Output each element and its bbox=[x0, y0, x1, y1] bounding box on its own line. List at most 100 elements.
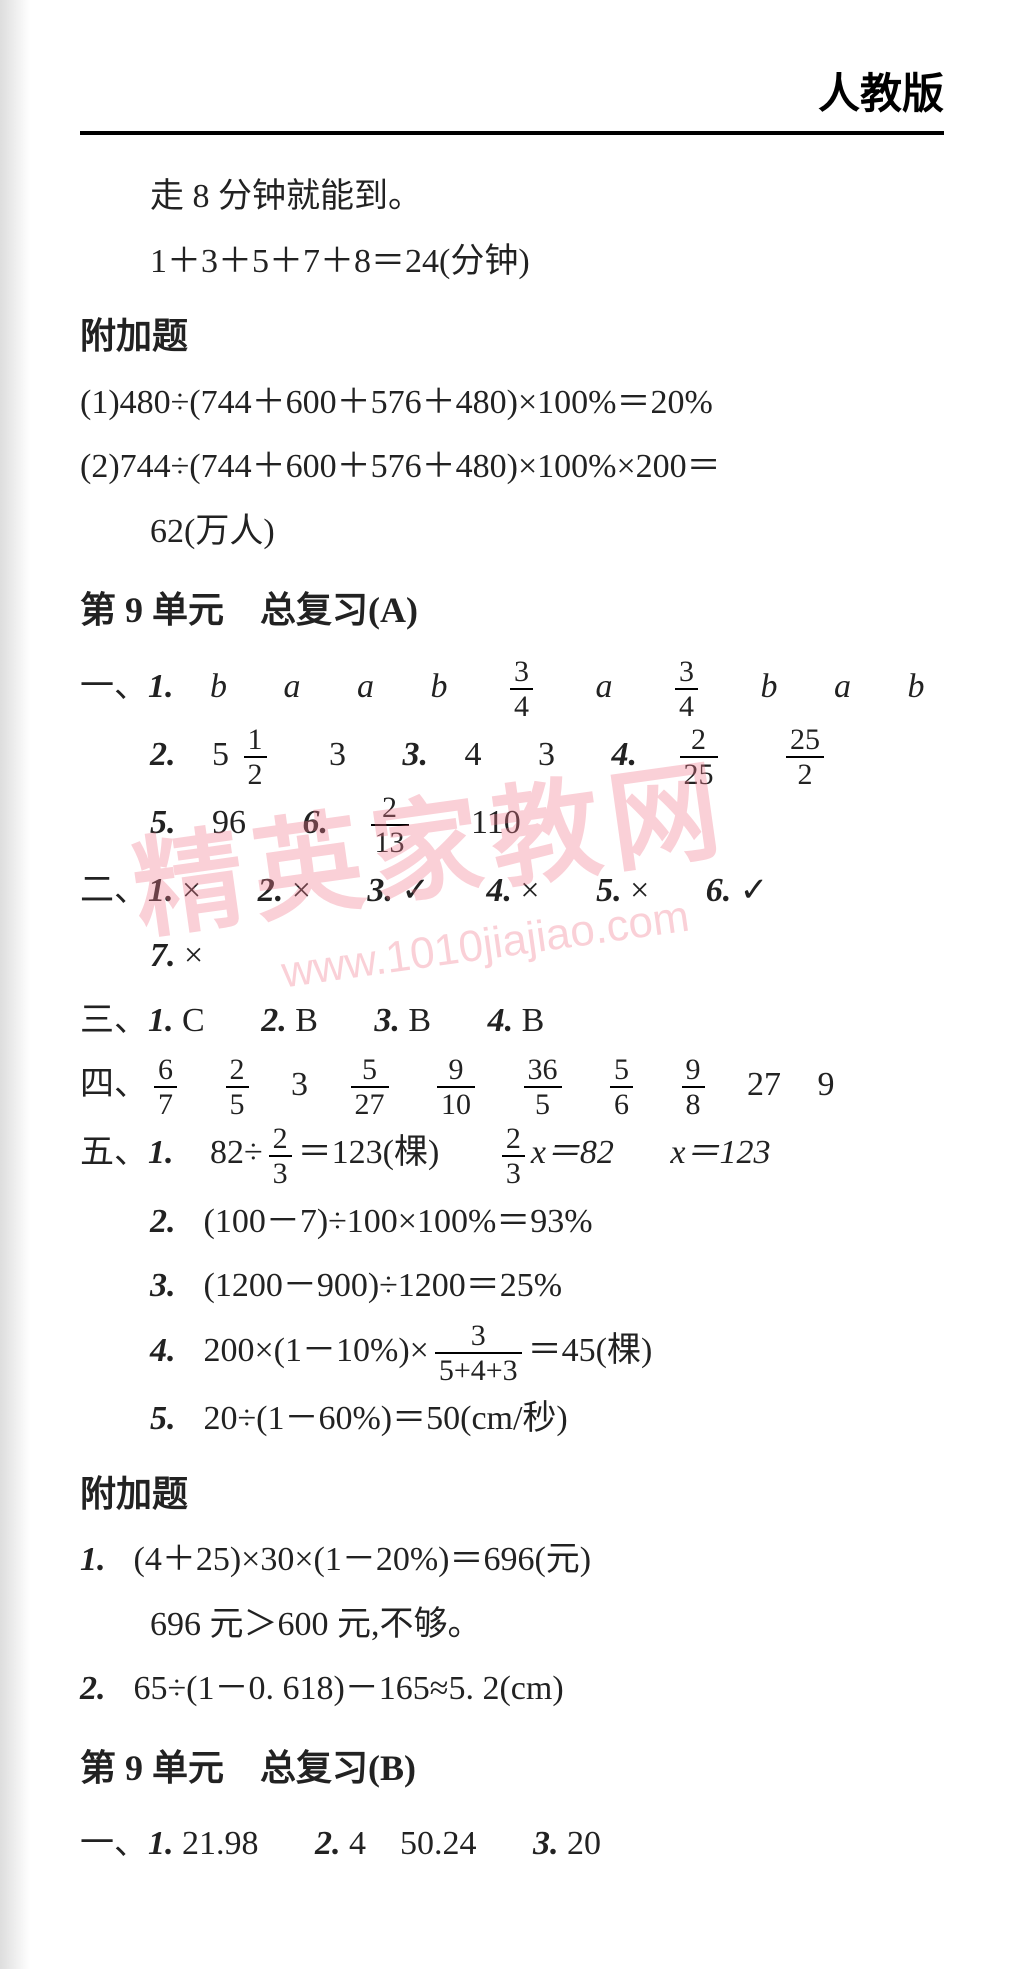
answer-fraction: 56 bbox=[610, 1053, 633, 1121]
item-number: 2. bbox=[315, 1825, 341, 1862]
answer-text: 82÷ bbox=[210, 1134, 263, 1171]
answer-row: 4.200×(1－10%)×35+4+3＝45(棵) bbox=[80, 1319, 944, 1387]
answer-value: B bbox=[295, 1002, 318, 1039]
answer-value: 9 bbox=[818, 1066, 835, 1103]
item-number: 4. bbox=[486, 872, 512, 909]
answer-value: b bbox=[908, 668, 925, 705]
document-page: 精英家教网 www.1010jiajiao.com 人教版 走 8 分钟就能到。… bbox=[0, 0, 1024, 1969]
answer-fraction: 34 bbox=[510, 655, 533, 723]
item-number: 6. bbox=[303, 804, 329, 841]
answer-fraction: 252 bbox=[786, 723, 824, 791]
answer-line: 62(万人) bbox=[80, 500, 944, 565]
answer-row: 2.65÷(1－0. 618)－165≈5. 2(cm) bbox=[80, 1657, 944, 1722]
bonus-title: 附加题 bbox=[80, 302, 944, 370]
item-number: 2. bbox=[261, 1002, 287, 1039]
answer-fraction: 35+4+3 bbox=[435, 1319, 522, 1387]
answer-text: (100－7)÷100×100%＝93% bbox=[204, 1203, 593, 1240]
item-number: 2. bbox=[150, 736, 176, 773]
answer-value: a bbox=[357, 668, 374, 705]
item-number: 3. bbox=[150, 1267, 176, 1304]
answer-fraction: 910 bbox=[437, 1053, 475, 1121]
item-number: 1. bbox=[148, 1825, 174, 1862]
answer-value: B bbox=[408, 1002, 431, 1039]
answer-row: 五、1. 82÷23＝123(棵) 23x＝82 x＝123 bbox=[80, 1121, 944, 1189]
answer-row: 2. (100－7)÷100×100%＝93% bbox=[80, 1190, 944, 1255]
section-label: 三、 bbox=[80, 1002, 148, 1039]
unit-title: 第 9 单元 总复习(B) bbox=[80, 1734, 944, 1802]
answer-text: 20÷(1－60%)＝50(cm/秒) bbox=[204, 1400, 568, 1437]
answer-row: 三、1. C 2. B 3. B 4. B bbox=[80, 989, 944, 1054]
answer-text: (1200－900)÷1200＝25% bbox=[204, 1267, 563, 1304]
answer-value: 96 bbox=[212, 804, 246, 841]
item-number: 3. bbox=[374, 1002, 400, 1039]
answer-fraction: 34 bbox=[675, 655, 698, 723]
answer-value: × bbox=[630, 872, 649, 909]
item-number: 1. bbox=[148, 872, 174, 909]
answer-value: 4 50.24 bbox=[349, 1825, 477, 1862]
answer-fraction: 23 bbox=[269, 1122, 292, 1190]
answer-text: 65÷(1－0. 618)－165≈5. 2(cm) bbox=[134, 1670, 564, 1707]
answer-value: × bbox=[520, 872, 539, 909]
answer-fraction: 25 bbox=[226, 1053, 249, 1121]
answer-value: ✓ bbox=[401, 872, 430, 909]
answer-value: 3 bbox=[538, 736, 555, 773]
answer-value: a bbox=[596, 668, 613, 705]
page-header: 人教版 bbox=[80, 60, 944, 135]
answer-value: a bbox=[834, 668, 851, 705]
answer-row: 二、1. × 2. × 3. ✓ 4. × 5. × 6. ✓ bbox=[80, 859, 944, 924]
answer-value: 110 bbox=[471, 804, 521, 841]
item-number: 5. bbox=[150, 804, 176, 841]
continuation-line: 1＋3＋5＋7＋8＝24(分钟) bbox=[80, 230, 944, 295]
answer-value: × bbox=[182, 872, 201, 909]
answer-fraction: 23 bbox=[502, 1122, 525, 1190]
item-number: 5. bbox=[150, 1400, 176, 1437]
answer-fraction: 213 bbox=[371, 791, 409, 859]
answer-value: 20 bbox=[567, 1825, 601, 1862]
answer-row: 四、67 25 3 527 910 365 56 98 27 9 bbox=[80, 1053, 944, 1121]
item-number: 1. bbox=[148, 1134, 174, 1171]
answer-fraction: 67 bbox=[154, 1053, 177, 1121]
item-number: 3. bbox=[403, 736, 429, 773]
answer-value: C bbox=[182, 1002, 205, 1039]
continuation-line: 走 8 分钟就能到。 bbox=[80, 165, 944, 230]
answer-value: 4 bbox=[465, 736, 482, 773]
section-label: 四、 bbox=[80, 1066, 148, 1103]
answer-value: 5 bbox=[212, 736, 229, 773]
answer-line: (1)480÷(744＋600＋576＋480)×100%＝20% bbox=[80, 371, 944, 436]
item-number: 1. bbox=[148, 1002, 174, 1039]
unit-title: 第 9 单元 总复习(A) bbox=[80, 576, 944, 644]
item-number: 5. bbox=[596, 872, 622, 909]
answer-row: 3. (1200－900)÷1200＝25% bbox=[80, 1254, 944, 1319]
answer-row: 一、1. b a a b 34 a 34 b a b bbox=[80, 655, 944, 723]
answer-fraction: 365 bbox=[524, 1053, 562, 1121]
answer-value: 21.98 bbox=[182, 1825, 259, 1862]
answer-value: × bbox=[184, 937, 203, 974]
answer-text: 200×(1－10%)× bbox=[204, 1332, 429, 1369]
answer-text: (4＋25)×30×(1－20%)＝696(元) bbox=[134, 1541, 592, 1578]
item-number: 3. bbox=[367, 872, 393, 909]
answer-row: 696 元＞600 元,不够。 bbox=[80, 1593, 944, 1658]
item-number: 4. bbox=[612, 736, 638, 773]
answer-value: ✓ bbox=[740, 872, 769, 909]
item-number: 2. bbox=[150, 1203, 176, 1240]
item-number: 4. bbox=[488, 1002, 514, 1039]
answer-text: x＝82 bbox=[531, 1134, 614, 1171]
answer-value: 3 bbox=[291, 1066, 308, 1103]
bonus-title: 附加题 bbox=[80, 1460, 944, 1528]
item-number: 1. bbox=[80, 1541, 106, 1578]
answer-value: × bbox=[292, 872, 311, 909]
answer-row: 5. 96 6. 213 110 bbox=[80, 791, 944, 859]
answer-value: B bbox=[522, 1002, 545, 1039]
answer-line: (2)744÷(744＋600＋576＋480)×100%×200＝ bbox=[80, 435, 944, 500]
answer-row: 一、1. 21.98 2. 4 50.24 3. 20 bbox=[80, 1812, 944, 1877]
answer-value: b bbox=[761, 668, 778, 705]
answer-row: 5. 20÷(1－60%)＝50(cm/秒) bbox=[80, 1387, 944, 1452]
section-label: 一、 bbox=[80, 668, 148, 705]
answer-value: b bbox=[210, 668, 227, 705]
item-number: 2. bbox=[258, 872, 284, 909]
answer-text: ＝45(棵) bbox=[528, 1332, 653, 1369]
item-number: 6. bbox=[706, 872, 732, 909]
answer-row: 7. × bbox=[80, 924, 944, 989]
answer-fraction: 12 bbox=[244, 723, 267, 791]
answer-fraction: 225 bbox=[680, 723, 718, 791]
